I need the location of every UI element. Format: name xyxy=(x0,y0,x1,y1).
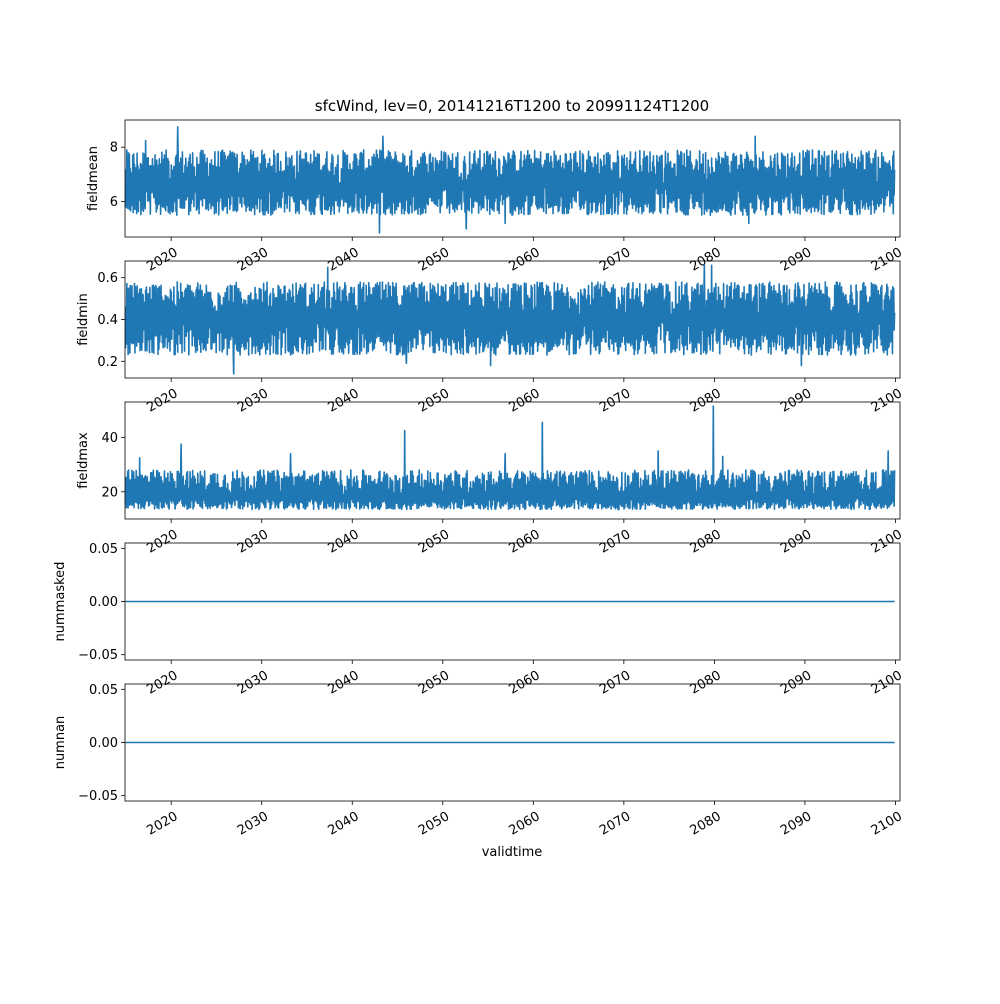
x-tick-label: 2070 xyxy=(597,527,633,557)
x-tick-label: 2060 xyxy=(507,668,543,698)
x-tick-label: 2080 xyxy=(688,527,724,557)
x-tick-label: 2100 xyxy=(869,809,905,839)
y-tick-label: 40 xyxy=(101,431,118,446)
chart-title: sfcWind, lev=0, 20141216T1200 to 2099112… xyxy=(315,97,709,115)
subplot-fieldmin: 0.2 0.4 0.6 fieldmin 2020 2030 2040 2050 2060 207… xyxy=(76,261,905,416)
x-tick-label: 2020 xyxy=(144,245,180,275)
y-tick-label: 8 xyxy=(110,141,118,156)
x-tick-label: 2040 xyxy=(325,386,361,416)
x-tick-label: 2070 xyxy=(597,245,633,275)
x-tick-label: 2090 xyxy=(778,668,814,698)
y-axis-label: fieldmax xyxy=(76,432,91,489)
x-tick-label: 2050 xyxy=(416,386,452,416)
series-line-fieldmax xyxy=(126,406,895,509)
y-tick-label: 0.4 xyxy=(97,313,118,328)
x-tick-label: 2100 xyxy=(869,527,905,557)
y-tick-label: 0.2 xyxy=(97,355,118,370)
x-tick-label: 2090 xyxy=(778,809,814,839)
x-tick-label: 2090 xyxy=(778,386,814,416)
x-tick-label: 2090 xyxy=(778,245,814,275)
x-tick-label: 2030 xyxy=(235,527,271,557)
x-tick-label: 2090 xyxy=(778,527,814,557)
x-tick-label: 2100 xyxy=(869,245,905,275)
x-tick-label: 2030 xyxy=(235,668,271,698)
x-tick-label: 2070 xyxy=(597,668,633,698)
x-tick-label: 2100 xyxy=(869,386,905,416)
series-line-fieldmean xyxy=(126,127,895,233)
x-tick-label: 2080 xyxy=(688,809,724,839)
y-tick-label: −0.05 xyxy=(78,648,118,663)
x-axis-label: validtime xyxy=(482,845,543,860)
x-tick-label: 2040 xyxy=(325,668,361,698)
subplot-fieldmean: 6 8 fieldmean 2020 2030 2040 2050 2060 2070 2080 2… xyxy=(86,120,905,275)
x-tick-label: 2050 xyxy=(416,809,452,839)
x-tick-label: 2050 xyxy=(416,245,452,275)
y-tick-label: 0.05 xyxy=(89,683,118,698)
x-tick-label: 2040 xyxy=(325,245,361,275)
x-tick-label: 2080 xyxy=(688,386,724,416)
x-tick-label: 2030 xyxy=(235,809,271,839)
y-tick-label: 0.00 xyxy=(89,595,118,610)
y-tick-label: −0.05 xyxy=(78,789,118,804)
x-tick-label: 2060 xyxy=(507,386,543,416)
x-tick-label: 2020 xyxy=(144,527,180,557)
x-tick-label: 2080 xyxy=(688,245,724,275)
subplot-nummasked: −0.05 0.00 0.05 nummasked 2020 2030 2040 2050 20… xyxy=(53,542,905,698)
x-tick-label: 2020 xyxy=(144,668,180,698)
y-tick-label: 0.6 xyxy=(97,271,118,286)
x-tick-label: 2050 xyxy=(416,668,452,698)
x-tick-label: 2050 xyxy=(416,527,452,557)
y-tick-label: 0.05 xyxy=(89,542,118,557)
x-tick-label: 2030 xyxy=(235,245,271,275)
y-axis-label: numnan xyxy=(53,716,68,770)
x-tick-label: 2100 xyxy=(869,668,905,698)
x-tick-label: 2060 xyxy=(507,527,543,557)
x-tick-label: 2020 xyxy=(144,809,180,839)
x-tick-label: 2020 xyxy=(144,386,180,416)
y-tick-label: 20 xyxy=(101,485,118,500)
y-tick-label: 6 xyxy=(110,195,118,210)
x-tick-label: 2060 xyxy=(507,809,543,839)
x-tick-label: 2080 xyxy=(688,668,724,698)
y-tick-label: 0.00 xyxy=(89,736,118,751)
subplot-numnan: −0.05 0.00 0.05 numnan 2020 2030 2040 2050 2060 2… xyxy=(53,683,905,839)
x-tick-label: 2060 xyxy=(507,245,543,275)
x-tick-label: 2040 xyxy=(325,809,361,839)
x-tick-label: 2070 xyxy=(597,809,633,839)
series-line-fieldmin xyxy=(126,265,895,374)
y-axis-label: fieldmin xyxy=(76,293,91,346)
x-tick-label: 2070 xyxy=(597,386,633,416)
x-tick-label: 2030 xyxy=(235,386,271,416)
x-tick-label: 2040 xyxy=(325,527,361,557)
y-axis-label: fieldmean xyxy=(86,146,101,211)
y-axis-label: nummasked xyxy=(53,562,68,642)
